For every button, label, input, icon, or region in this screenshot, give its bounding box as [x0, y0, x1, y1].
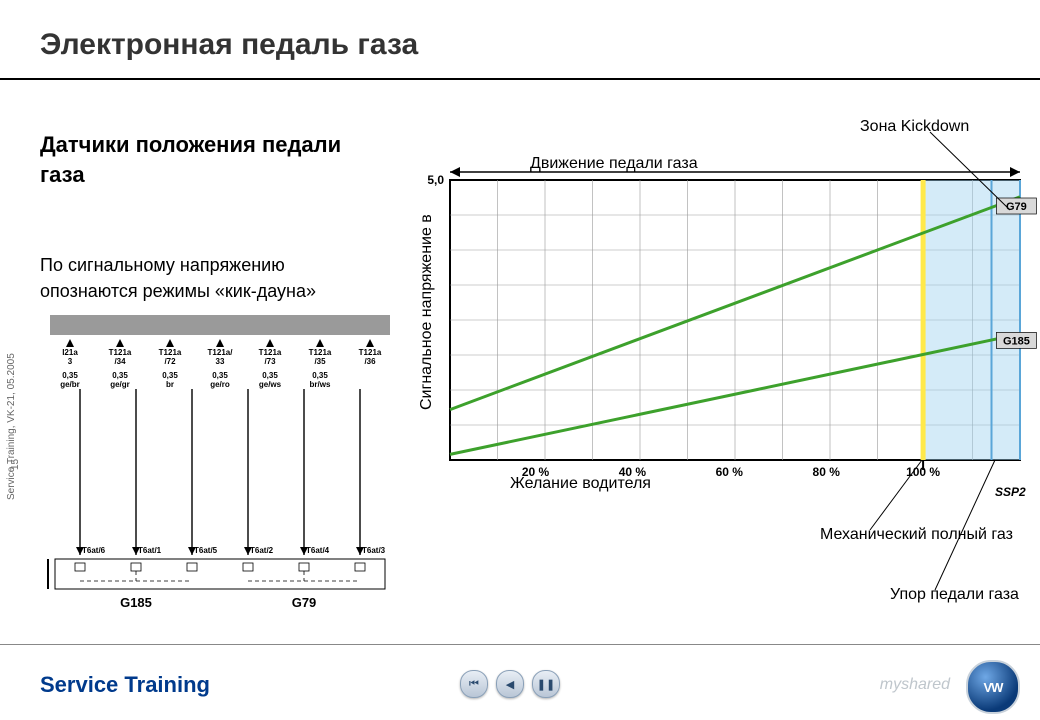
page-number: 15	[10, 459, 21, 470]
svg-text:T6at/6: T6at/6	[82, 546, 106, 555]
svg-text:T6at/5: T6at/5	[194, 546, 218, 555]
nav-prev-button[interactable]: ◀	[496, 670, 524, 698]
service-training-label: Service Training	[40, 672, 210, 698]
svg-text:0,35: 0,35	[62, 371, 78, 380]
svg-text:80 %: 80 %	[813, 465, 841, 479]
watermark: myshared	[880, 676, 950, 694]
svg-text:G185: G185	[1003, 335, 1030, 347]
svg-text:60 %: 60 %	[716, 465, 744, 479]
svg-text:0,35: 0,35	[262, 371, 278, 380]
svg-text:/72: /72	[164, 357, 176, 366]
svg-text:ge/ws: ge/ws	[259, 380, 282, 389]
svg-text:G79: G79	[292, 595, 317, 610]
svg-text:/35: /35	[314, 357, 326, 366]
page-title: Электронная педаль газа	[40, 28, 418, 62]
rewind-icon: ⏮	[469, 678, 479, 691]
svg-text:5,0: 5,0	[427, 173, 444, 187]
side-credit: Service Training, VK-21, 05.2005	[6, 353, 17, 500]
svg-text:0,35: 0,35	[312, 371, 328, 380]
svg-text:T121a: T121a	[359, 348, 382, 357]
prev-icon: ◀	[506, 678, 514, 691]
wiring-diagram: I21a30,35ge/brT121a/340,35ge/grT121a/720…	[40, 315, 420, 635]
nav-controls: ⏮ ◀ ❚❚	[460, 670, 560, 698]
ssp-label: SSP2	[995, 485, 1026, 499]
divider-bottom	[0, 644, 1040, 645]
svg-text:T121a: T121a	[159, 348, 182, 357]
svg-text:T121a: T121a	[109, 348, 132, 357]
divider-top	[0, 78, 1040, 80]
svg-text:0,35: 0,35	[112, 371, 128, 380]
nav-pause-button[interactable]: ❚❚	[532, 670, 560, 698]
svg-text:I21a: I21a	[62, 348, 78, 357]
body-text: По сигнальному напряжению опознаются реж…	[40, 252, 380, 304]
svg-text:/73: /73	[264, 357, 276, 366]
svg-text:G185: G185	[120, 595, 152, 610]
svg-text:T6at/4: T6at/4	[306, 546, 330, 555]
svg-text:T6at/2: T6at/2	[250, 546, 274, 555]
svg-text:0,35: 0,35	[212, 371, 228, 380]
svg-text:/36: /36	[364, 357, 376, 366]
pause-icon: ❚❚	[537, 678, 555, 691]
y-axis-label: Сигнальное напряжение в	[418, 214, 436, 410]
svg-text:ge/gr: ge/gr	[110, 380, 130, 389]
nav-first-button[interactable]: ⏮	[460, 670, 488, 698]
svg-text:G79: G79	[1006, 201, 1027, 213]
pedal-stop-label: Упор педали газа	[890, 585, 1019, 604]
subtitle: Датчики положения педали газа	[40, 130, 380, 189]
svg-text:T121a: T121a	[259, 348, 282, 357]
svg-text:ge/ro: ge/ro	[210, 380, 230, 389]
svg-text:br/ws: br/ws	[310, 380, 331, 389]
svg-text:/34: /34	[114, 357, 126, 366]
mech-full-throttle-label: Механический полный газ	[820, 525, 1013, 544]
svg-text:ge/br: ge/br	[60, 380, 80, 389]
svg-text:T6at/3: T6at/3	[362, 546, 386, 555]
svg-text:100 %: 100 %	[906, 465, 940, 479]
svg-text:T121a: T121a	[309, 348, 332, 357]
svg-text:0,35: 0,35	[162, 371, 178, 380]
vw-logo-icon: VW	[966, 660, 1020, 714]
x-axis-label: Желание водителя	[510, 475, 651, 493]
svg-text:33: 33	[216, 357, 225, 366]
svg-text:br: br	[166, 380, 174, 389]
svg-text:3: 3	[68, 357, 73, 366]
kickdown-zone-label: Зона Kickdown	[860, 118, 969, 136]
pedal-travel-label: Движение педали газа	[530, 155, 698, 173]
svg-text:T6at/1: T6at/1	[138, 546, 162, 555]
svg-text:T121a/: T121a/	[208, 348, 234, 357]
